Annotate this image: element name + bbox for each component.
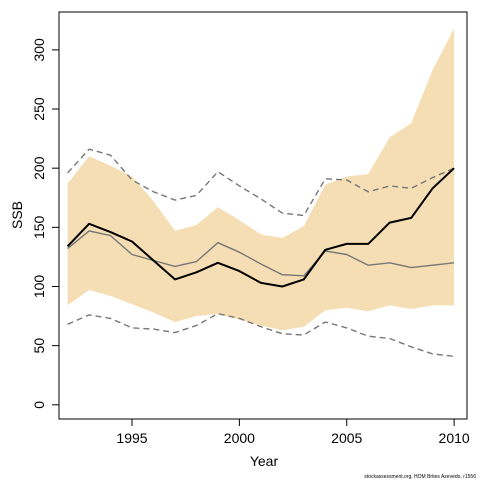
x-axis: 1995 2000 2005 2010 xyxy=(116,419,470,446)
footer-note: stockassessment.org, HOM Brites Azevedo,… xyxy=(364,474,476,480)
band-layer xyxy=(67,28,455,331)
y-tick-label-250: 250 xyxy=(31,97,47,121)
y-axis: 0 50 100 150 200 250 300 xyxy=(31,38,59,409)
y-tick-label-150: 150 xyxy=(31,215,47,239)
x-tick-label-2010: 2010 xyxy=(439,430,470,446)
series-line-dashed-lower xyxy=(67,313,455,357)
x-tick-label-2005: 2005 xyxy=(331,430,362,446)
y-tick-label-300: 300 xyxy=(31,38,47,62)
x-tick-label-1995: 1995 xyxy=(116,430,147,446)
series-line-solid-black xyxy=(66,167,455,288)
y-tick-label-50: 50 xyxy=(31,338,47,354)
y-tick-label-100: 100 xyxy=(31,275,47,299)
x-axis-label: Year xyxy=(250,453,279,469)
y-tick-label-200: 200 xyxy=(31,156,47,180)
series-line-solid-grey xyxy=(67,230,455,277)
lines-layer xyxy=(66,148,455,357)
x-tick-label-2000: 2000 xyxy=(224,430,255,446)
confidence-band xyxy=(67,28,455,331)
plot-frame xyxy=(58,11,468,420)
y-axis-label: SSB xyxy=(9,201,25,229)
y-tick-label-0: 0 xyxy=(31,401,47,409)
